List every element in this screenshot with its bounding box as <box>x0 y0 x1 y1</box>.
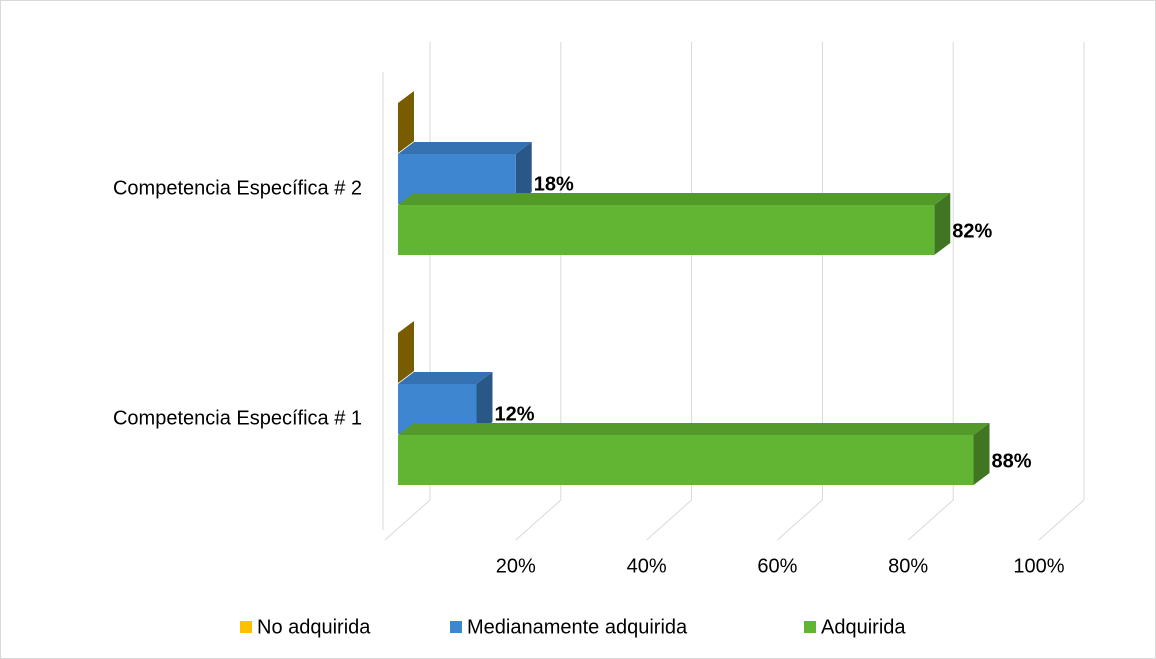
grid-line <box>907 42 954 541</box>
floor-edge <box>384 499 431 541</box>
value-label: 88% <box>992 450 1032 472</box>
grid-line <box>1038 42 1085 541</box>
legend-label: No adquirida <box>257 616 371 638</box>
bar <box>398 435 974 485</box>
bar-end <box>398 321 414 383</box>
bar-end <box>973 423 990 485</box>
bar-end <box>934 193 951 255</box>
bar-end <box>398 91 414 153</box>
category-label: Competencia Específica # 1 <box>113 407 362 429</box>
x-tick-label: 60% <box>757 555 797 577</box>
legend-label: Adquirida <box>821 616 906 638</box>
bar-top <box>398 372 493 384</box>
legend-label: Medianamente adquirida <box>467 616 688 638</box>
x-tick-label: 80% <box>888 555 928 577</box>
legend-swatch <box>450 621 462 633</box>
category-label: Competencia Específica # 2 <box>113 177 362 199</box>
bar-top <box>398 142 532 154</box>
value-label: 18% <box>534 173 574 195</box>
bar <box>398 205 935 255</box>
bar-top <box>398 423 990 435</box>
x-tick-label: 100% <box>1013 555 1064 577</box>
bar-end <box>476 372 493 434</box>
legend-swatch <box>240 621 252 633</box>
legend-swatch <box>804 621 816 633</box>
value-label: 82% <box>952 220 992 242</box>
bar-top <box>398 193 951 205</box>
x-tick-label: 20% <box>496 555 536 577</box>
x-tick-label: 40% <box>627 555 667 577</box>
value-label: 12% <box>494 403 534 425</box>
bar-end <box>515 142 532 204</box>
